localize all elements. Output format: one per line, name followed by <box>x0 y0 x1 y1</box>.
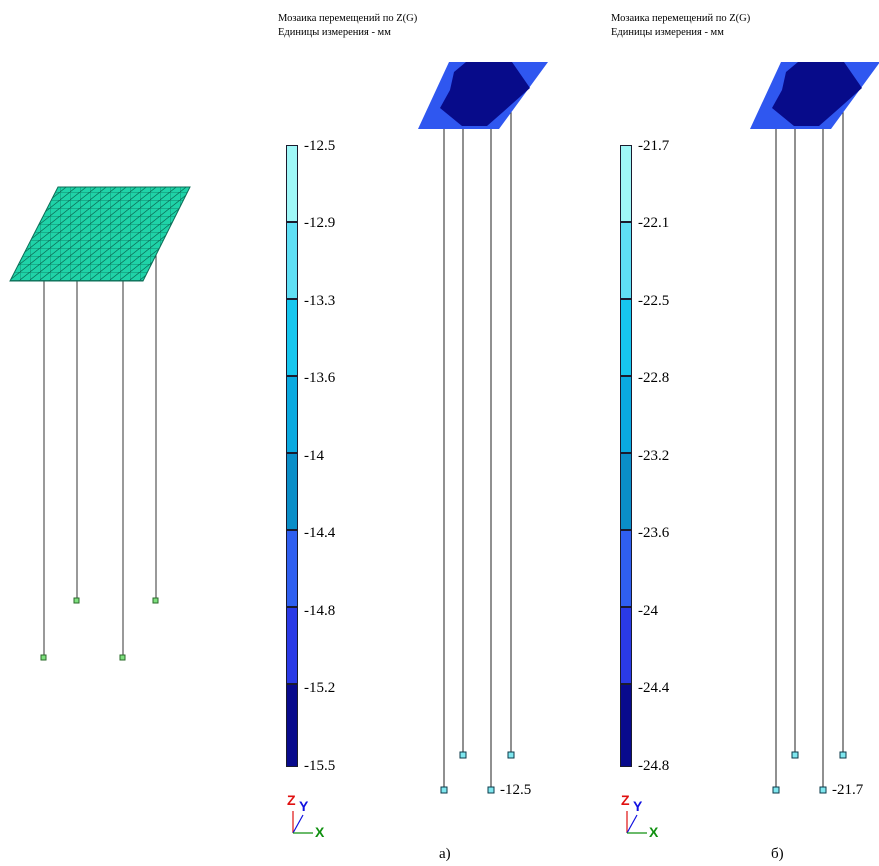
pile-tip <box>507 751 515 759</box>
z-axis-label: Z <box>621 792 630 808</box>
model-pile-tip-4 <box>152 597 159 604</box>
legend-tick-label: -23.6 <box>638 525 670 541</box>
legend-tick-label: -14.4 <box>304 525 336 541</box>
panel-b-axes-triad: Z Y X <box>619 793 671 841</box>
legend-tick-label: -14.8 <box>304 603 336 619</box>
legend-tick-label: -24 <box>638 603 658 619</box>
legend-tick-label: -24.4 <box>638 680 670 696</box>
x-axis-label: X <box>649 824 659 840</box>
legend-swatch <box>286 453 298 530</box>
legend-tick-label: -22.8 <box>638 370 670 386</box>
legend-swatch <box>620 299 632 376</box>
legend-swatch <box>286 607 298 684</box>
pile-tip <box>819 786 827 794</box>
panel-b-pile-tips <box>772 751 847 794</box>
legend-swatch <box>620 376 632 453</box>
legend-tick-label: -14 <box>304 448 324 464</box>
model-piles <box>43 230 157 655</box>
legend-tick-label: -22.1 <box>638 215 670 231</box>
legend-swatch <box>286 145 298 222</box>
panel-a-caption-units: Единицы измерения - мм <box>278 27 391 38</box>
legend-swatch <box>620 222 632 299</box>
y-axis-arrow <box>626 814 638 834</box>
panel-b-legend <box>620 145 634 767</box>
legend-swatch <box>620 145 632 222</box>
panel-b-piles <box>775 110 844 787</box>
y-axis-label: Y <box>299 798 309 814</box>
legend-swatch <box>286 530 298 607</box>
legend-tick-label: -13.3 <box>304 293 336 309</box>
panel-a-pile-tips <box>440 751 515 794</box>
model-pile-tip-2 <box>73 597 80 604</box>
panel-b-caption: Мозаика перемещений по Z(G) Единицы изме… <box>611 12 750 40</box>
legend-tick-label: -12.9 <box>304 215 336 231</box>
y-axis-arrow <box>292 814 304 834</box>
panel-a-axes-triad: Z Y X <box>285 793 337 841</box>
panel-a-caption-title: Мозаика перемещений по Z(G) <box>278 13 418 24</box>
pile-tip <box>440 786 448 794</box>
plate-dark-zone <box>440 62 530 126</box>
legend-tick-label: -15.2 <box>304 680 336 696</box>
legend-swatch <box>620 453 632 530</box>
legend-swatch <box>286 299 298 376</box>
pile-tip <box>459 751 467 759</box>
panel-a-piles <box>443 110 512 787</box>
pile-tip <box>791 751 799 759</box>
legend-tick-label: -21.7 <box>638 138 670 154</box>
axes-arrows <box>292 811 313 834</box>
panel-a-end-value: -12.5 <box>500 782 532 798</box>
pile-tip <box>487 786 495 794</box>
panel-b-sublabel: б) <box>771 846 784 862</box>
legend-swatch <box>620 684 632 767</box>
panel-a-legend <box>286 145 300 767</box>
x-axis-label: X <box>315 824 325 840</box>
legend-tick-label: -23.2 <box>638 448 670 464</box>
legend-tick-label: -13.6 <box>304 370 336 386</box>
pile-tip <box>772 786 780 794</box>
legend-swatch <box>286 222 298 299</box>
panel-b-caption-title: Мозаика перемещений по Z(G) <box>611 13 751 24</box>
panel-a-sublabel: а) <box>439 846 451 862</box>
legend-tick-label: -12.5 <box>304 138 336 154</box>
panel-a-caption: Мозаика перемещений по Z(G) Единицы изме… <box>278 12 417 40</box>
axes-arrows <box>626 811 647 834</box>
legend-swatch <box>286 684 298 767</box>
model-plate <box>9 186 191 282</box>
z-axis-label: Z <box>287 792 296 808</box>
legend-swatch <box>620 530 632 607</box>
plate-dark-zone <box>772 62 862 126</box>
model-pile-tips <box>40 597 159 661</box>
legend-tick-label: -24.8 <box>638 758 670 774</box>
legend-swatch <box>620 607 632 684</box>
y-axis-label: Y <box>633 798 643 814</box>
legend-swatch <box>286 376 298 453</box>
legend-tick-label: -22.5 <box>638 293 670 309</box>
pile-tip <box>839 751 847 759</box>
panel-b-caption-units: Единицы измерения - мм <box>611 27 724 38</box>
model-pile-tip-3 <box>119 654 126 661</box>
legend-tick-label: -15.5 <box>304 758 336 774</box>
model-pile-tip-1 <box>40 654 47 661</box>
panel-b-end-value: -21.7 <box>832 782 864 798</box>
